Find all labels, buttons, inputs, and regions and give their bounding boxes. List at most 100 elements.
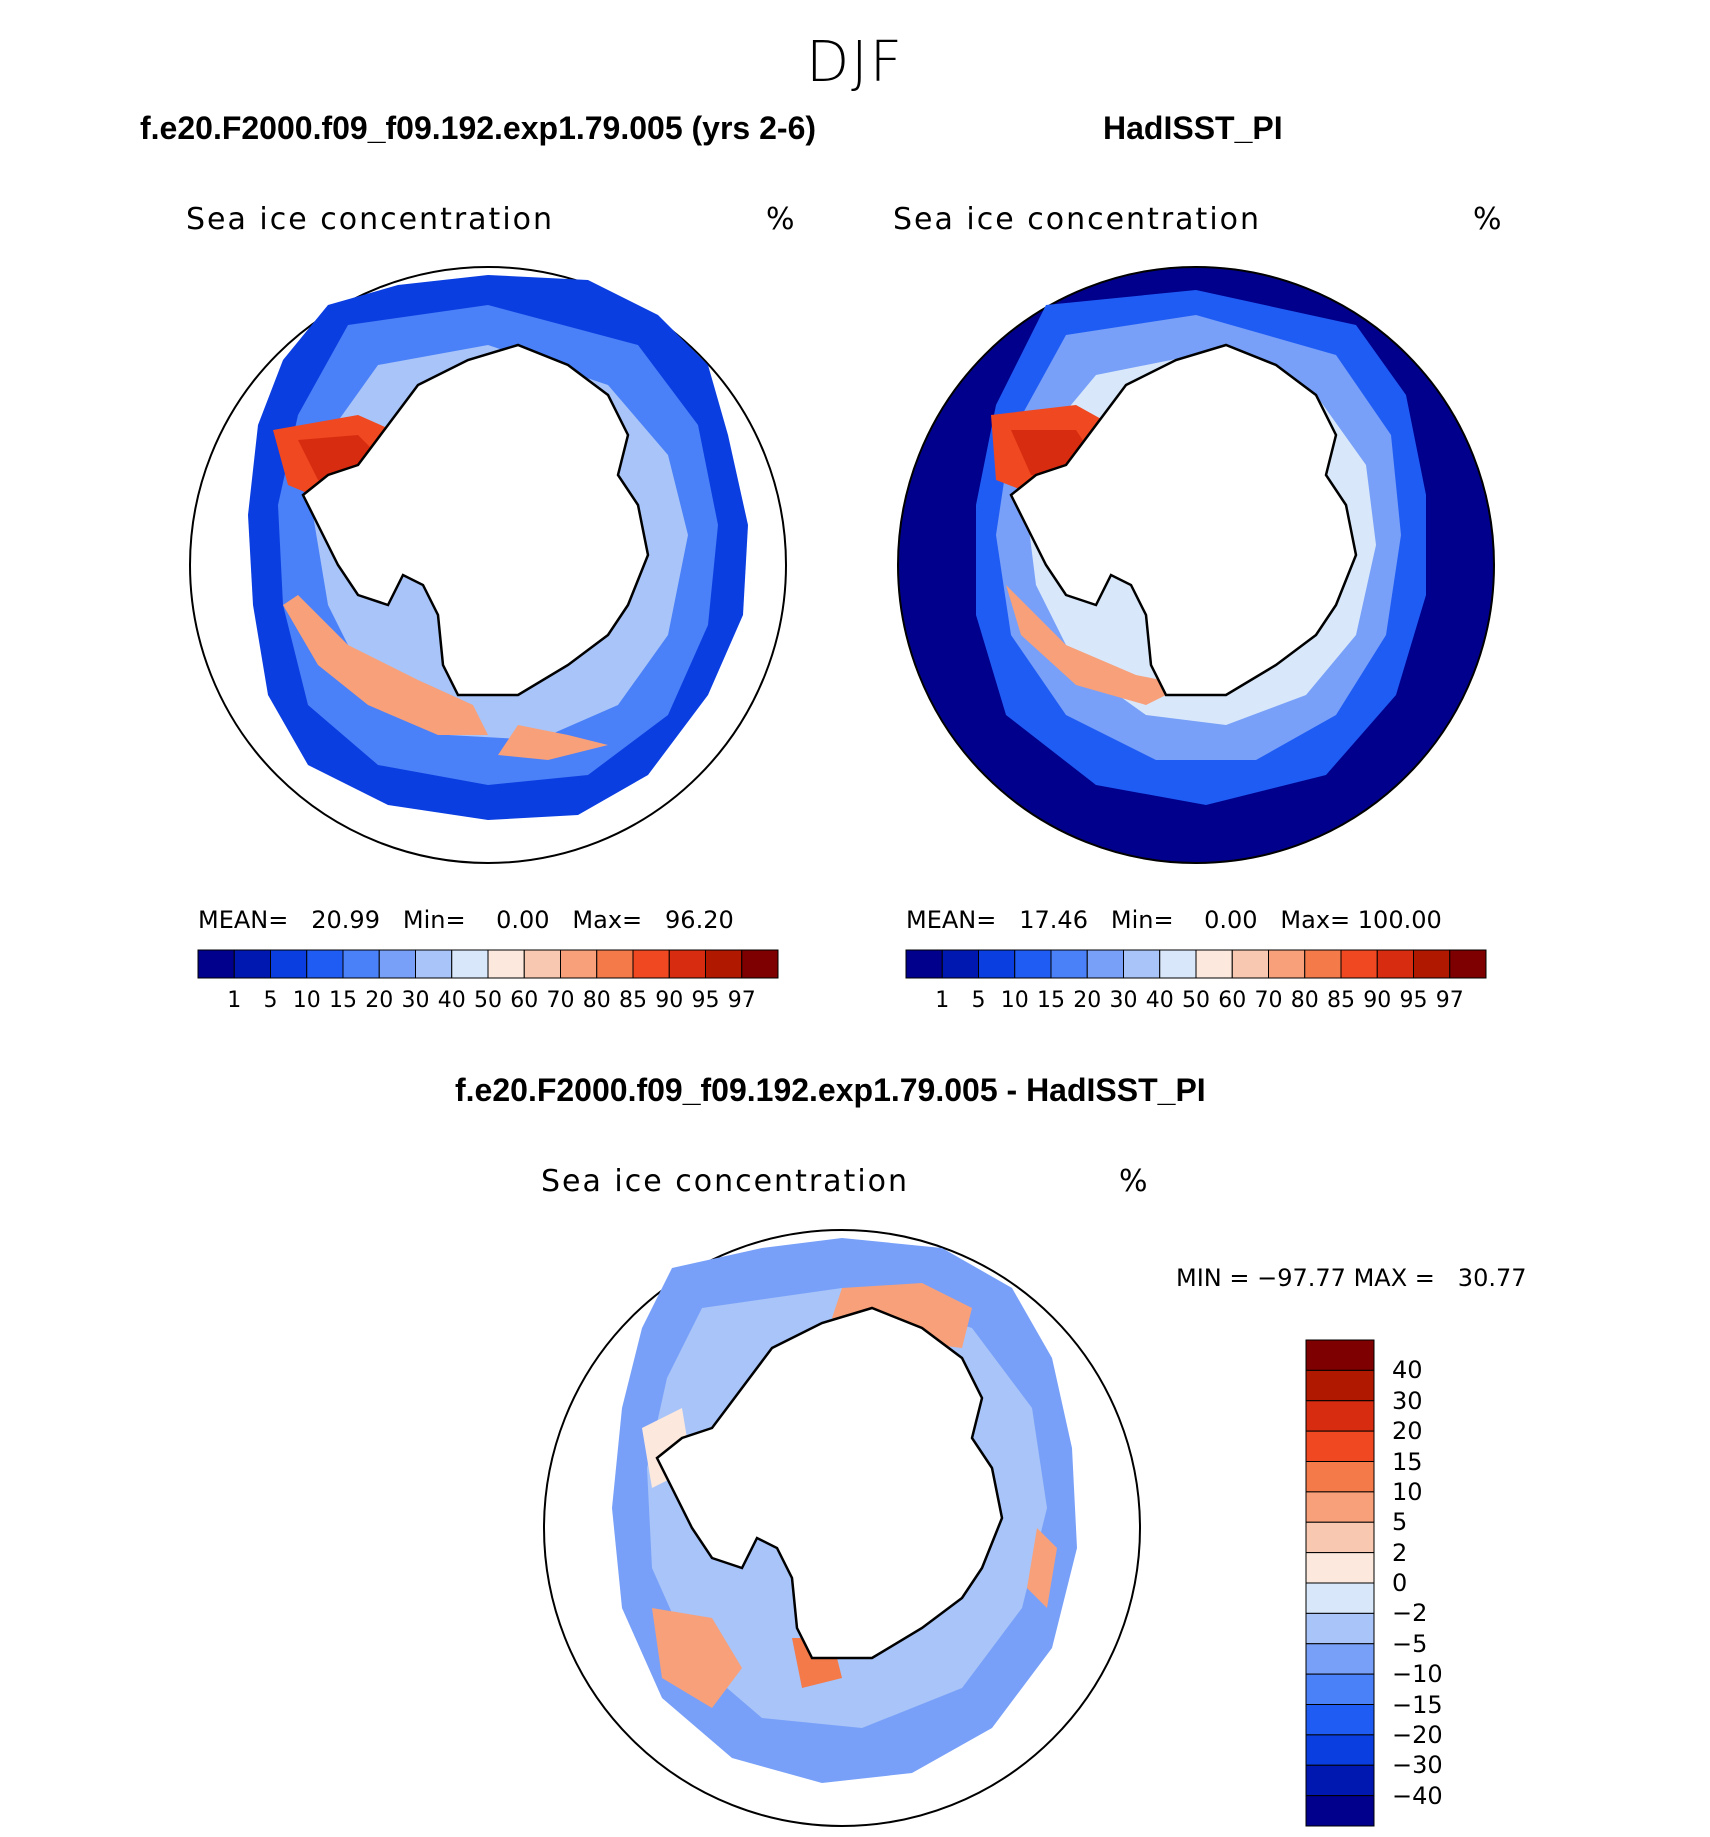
colorbar-swatch	[415, 949, 453, 979]
panel-2-max-label: Max=	[1280, 906, 1351, 934]
colorbar-tick-label: 5	[1392, 1508, 1408, 1537]
diff-antarctica	[655, 1306, 1004, 1660]
panel-1-map	[189, 266, 787, 864]
panel-2-stats: MEAN= 17.46 Min= 0.00 Max= 100.00	[906, 906, 1442, 934]
colorbar-swatch	[451, 949, 489, 979]
colorbar-swatch	[1086, 949, 1124, 979]
colorbar-tick-label: 2	[1392, 1538, 1408, 1567]
colorbar-tick-label: 90	[655, 988, 684, 1013]
colorbar-swatch	[668, 949, 706, 979]
panel-1-plot-title: Sea ice concentration	[186, 202, 555, 237]
diff-colorbar-ticks: 40 30 20 15 10 5 2 0 −2 −5 −10 −15 −20 −30 −40	[1392, 1340, 1472, 1826]
colorbar-swatch	[378, 949, 416, 979]
colorbar-tick-label: 0	[1392, 1569, 1408, 1597]
colorbar-tick-label: −2	[1392, 1599, 1428, 1628]
colorbar-swatch	[1376, 949, 1414, 979]
panel-2-units: %	[1473, 202, 1502, 237]
colorbar-swatch	[1159, 949, 1197, 979]
panel-1-colorbar-ticks: 1 5 10 15 20 30 40 50 60 70 80 85 90 95 97	[198, 988, 778, 1018]
colorbar-swatch	[197, 949, 235, 979]
colorbar-tick-label: 95	[1399, 988, 1428, 1013]
colorbar-tick-label: 20	[1073, 988, 1102, 1013]
colorbar-swatch	[1305, 1673, 1375, 1705]
colorbar-tick-label: 20	[365, 988, 394, 1013]
colorbar-swatch	[342, 949, 380, 979]
colorbar-swatch	[905, 949, 943, 979]
colorbar-swatch	[1305, 1430, 1375, 1462]
panel-1-ross-high	[283, 595, 488, 735]
colorbar-tick-label: 30	[1392, 1386, 1423, 1415]
colorbar-tick-label: 60	[1218, 988, 1247, 1013]
colorbar-swatch	[1305, 1734, 1375, 1766]
panel-1-mean-label: MEAN=	[198, 906, 289, 934]
colorbar-tick-label: 15	[1392, 1447, 1423, 1476]
colorbar-swatch	[1195, 949, 1233, 979]
colorbar-swatch	[1305, 1795, 1375, 1827]
panel-1-units: %	[766, 202, 795, 237]
panel-1-colorbar	[197, 949, 779, 979]
colorbar-swatch	[1014, 949, 1052, 979]
colorbar-tick-label: 40	[437, 988, 466, 1013]
colorbar-swatch	[1305, 1582, 1375, 1614]
colorbar-tick-label: 60	[510, 988, 539, 1013]
panel-1-max-value: 96.20	[665, 906, 734, 934]
colorbar-swatch	[1449, 949, 1487, 979]
colorbar-swatch	[632, 949, 670, 979]
colorbar-tick-label: −40	[1392, 1781, 1443, 1810]
colorbar-tick-label: 20	[1392, 1417, 1423, 1446]
colorbar-tick-label: 30	[401, 988, 430, 1013]
colorbar-tick-label: 50	[1182, 988, 1210, 1013]
colorbar-tick-label: −20	[1392, 1720, 1443, 1749]
colorbar-swatch	[705, 949, 743, 979]
colorbar-swatch	[1305, 1552, 1375, 1584]
panel-2-map	[897, 266, 1495, 864]
panel-2-colorbar-ticks: 1 5 10 15 20 30 40 50 60 70 80 85 90 95 97	[906, 988, 1486, 1018]
diff-title: f.e20.F2000.f09_f09.192.exp1.79.005 - Ha…	[455, 1072, 1206, 1108]
diff-units: %	[1119, 1164, 1148, 1199]
panel-1-stats: MEAN= 20.99 Min= 0.00 Max= 96.20	[198, 906, 734, 934]
colorbar-tick-label: 85	[1327, 988, 1355, 1013]
diff-map	[543, 1229, 1141, 1827]
colorbar-swatch	[1305, 1400, 1375, 1432]
colorbar-tick-label: 80	[1290, 988, 1319, 1013]
panel-1-max-label: Max=	[572, 906, 643, 934]
colorbar-tick-label: −10	[1392, 1660, 1443, 1689]
colorbar-tick-label: 95	[691, 988, 720, 1013]
panel-2-antarctica	[1009, 343, 1358, 697]
colorbar-swatch	[1305, 1491, 1375, 1523]
diff-min-value: −97.77	[1257, 1264, 1346, 1292]
colorbar-tick-label: 40	[1392, 1356, 1423, 1385]
panel-2-min-label: Min=	[1110, 906, 1174, 934]
panel-1-min-label: Min=	[402, 906, 466, 934]
colorbar-tick-label: 5	[971, 988, 986, 1013]
colorbar-swatch	[523, 949, 561, 979]
colorbar-swatch	[1268, 949, 1306, 979]
colorbar-tick-label: 1	[935, 988, 950, 1013]
panel-2-mean-value: 17.46	[1019, 906, 1088, 934]
panel-2-min-value: 0.00	[1204, 906, 1258, 934]
colorbar-swatch	[1413, 949, 1451, 979]
colorbar-tick-label: 70	[546, 988, 575, 1013]
colorbar-swatch	[1123, 949, 1161, 979]
panel-1-amundsen-high	[498, 725, 608, 760]
colorbar-swatch	[741, 949, 779, 979]
panel-2-mean-label: MEAN=	[906, 906, 997, 934]
panel-2-max-value: 100.00	[1357, 906, 1442, 934]
panel-1-run-title: f.e20.F2000.f09_f09.192.exp1.79.005 (yrs…	[140, 110, 817, 146]
colorbar-swatch	[1305, 1369, 1375, 1402]
panel-1-mean-value: 20.99	[311, 906, 380, 934]
colorbar-tick-label: 30	[1109, 988, 1138, 1013]
colorbar-tick-label: 15	[1037, 988, 1065, 1013]
diff-plot-title: Sea ice concentration	[541, 1164, 910, 1199]
colorbar-swatch	[1305, 1643, 1375, 1675]
colorbar-swatch	[306, 949, 344, 979]
colorbar-tick-label: 97	[1435, 988, 1464, 1013]
colorbar-tick-label: 90	[1363, 988, 1392, 1013]
colorbar-swatch	[1305, 1521, 1375, 1554]
panel-1-antarctica	[301, 343, 650, 697]
colorbar-tick-label: 5	[263, 988, 278, 1013]
colorbar-swatch	[1305, 1339, 1375, 1371]
colorbar-tick-label: 40	[1145, 988, 1174, 1013]
diff-positive-ross	[652, 1608, 742, 1708]
colorbar-tick-label: 70	[1254, 988, 1283, 1013]
